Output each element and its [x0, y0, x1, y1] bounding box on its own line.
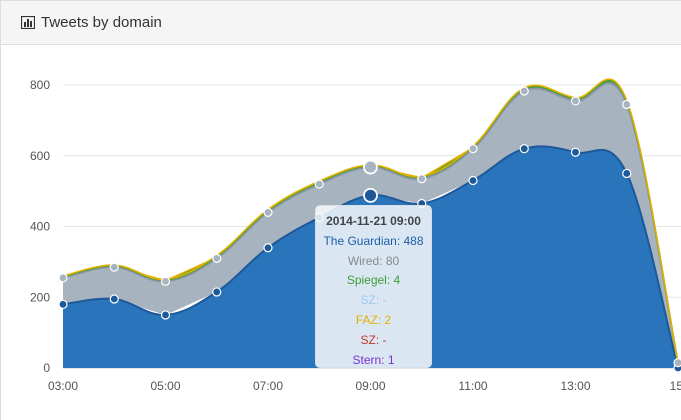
panel-title: Tweets by domain	[41, 14, 162, 31]
line-wired	[62, 82, 679, 363]
guardian-point	[212, 287, 222, 297]
guardian-point	[519, 144, 529, 154]
tooltip-title: 2014-11-21 09:00	[326, 214, 421, 228]
chart-tooltip: 2014-11-21 09:00 The Guardian: 488 Wired:…	[315, 205, 432, 368]
wired-point	[109, 262, 119, 272]
guardian-point	[109, 294, 119, 304]
wired-point	[263, 207, 273, 217]
x-tick-label: 09:00	[355, 379, 385, 393]
y-tick-label: 800	[30, 78, 50, 92]
tooltip-line: The Guardian: 488	[323, 233, 424, 248]
area-wired	[63, 83, 678, 368]
guardian-point	[622, 168, 632, 179]
line-faz	[62, 78, 679, 363]
guardian-point	[363, 187, 378, 203]
x-tick-label: 03:00	[48, 379, 78, 393]
x-tick-label: 13:00	[560, 379, 590, 393]
y-tick-label: 0	[43, 361, 50, 375]
y-tick-label: 200	[30, 290, 50, 304]
tooltip-line: FAZ: 2	[355, 312, 392, 327]
y-tick-label: 600	[30, 149, 50, 163]
guardian-point	[468, 175, 478, 186]
wired-point	[417, 174, 427, 184]
guardian-point	[263, 243, 273, 253]
wired-point	[314, 179, 324, 189]
wired-point	[622, 99, 632, 110]
guardian-point	[58, 299, 68, 309]
tooltip-line: SZ: -	[360, 293, 387, 308]
wired-point	[160, 276, 171, 286]
panel-heading: Tweets by domain	[1, 1, 681, 45]
bar-chart-icon	[21, 16, 35, 29]
tooltip-line: Stern: 1	[352, 352, 395, 367]
tooltip-line: SZ: -	[360, 332, 387, 347]
wired-point	[468, 144, 478, 154]
x-tick-label: 11:00	[458, 379, 487, 393]
x-tick-label: 05:00	[150, 379, 180, 393]
axes: 0 200 400 600 800 03:00 05:00 07:00 09:00 11:00 13…	[30, 78, 681, 393]
wired-point	[673, 358, 681, 368]
guardian-point	[160, 310, 171, 320]
wired-point	[212, 253, 222, 263]
y-tick-label: 400	[30, 220, 50, 234]
x-tick-label: 07:00	[253, 379, 283, 393]
tooltip-line: Wired: 80	[347, 253, 400, 268]
wired-point	[58, 273, 68, 283]
tooltip-line: Spiegel: 4	[346, 273, 401, 288]
x-tick-label: 15:	[670, 379, 681, 393]
wired-point	[519, 86, 529, 96]
guardian-point	[570, 147, 581, 157]
wired-point	[570, 96, 581, 106]
wired-point	[363, 159, 378, 175]
